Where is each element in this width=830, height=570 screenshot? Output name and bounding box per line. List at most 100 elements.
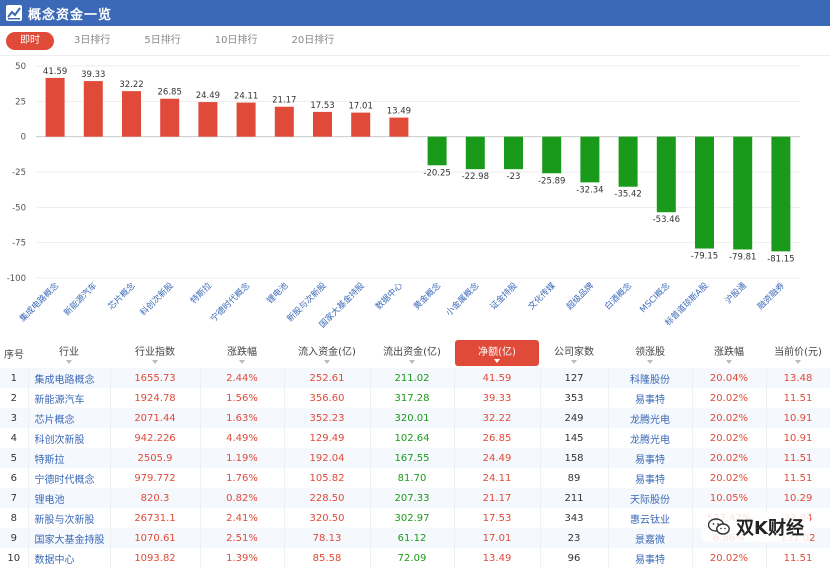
col-outflow[interactable]: 流出资金(亿) xyxy=(370,338,454,368)
y-tick-label: 0 xyxy=(21,133,26,143)
tab-5day[interactable]: 5日排行 xyxy=(144,34,181,46)
tab-20day[interactable]: 20日排行 xyxy=(291,34,335,46)
row-company-count: 211 xyxy=(540,488,609,508)
bar xyxy=(313,111,332,137)
row-index: 9 xyxy=(0,528,29,548)
row-company-count: 353 xyxy=(540,388,609,408)
row-index: 6 xyxy=(0,468,29,488)
bar xyxy=(427,136,447,166)
row-company-count: 158 xyxy=(540,448,609,468)
x-tick-label: 黄金概念 xyxy=(411,280,443,312)
sort-arrow-icon xyxy=(494,359,500,363)
sort-arrow-icon xyxy=(239,359,245,364)
col-price[interactable]: 当前价(元) xyxy=(766,338,830,368)
row-leader-change: 20.04% xyxy=(692,368,767,388)
table-row[interactable]: 5 特斯拉 2505.9 1.19% 192.04 167.55 24.49 158 易事特 20… xyxy=(0,448,830,468)
row-net: 17.53 xyxy=(454,508,541,528)
row-leader[interactable]: 易事特 xyxy=(608,388,693,408)
row-leader-change: 10.05% xyxy=(692,488,767,508)
col-net[interactable]: 净额(亿) xyxy=(454,338,540,368)
data-label: 17.01 xyxy=(349,102,373,112)
table-row[interactable]: 3 芯片概念 2071.44 1.63% 352.23 320.01 32.22 249 龙腾光… xyxy=(0,408,830,428)
table-row[interactable]: 1 集成电路概念 1655.73 2.44% 252.61 211.02 41.59 127 科… xyxy=(0,368,830,388)
col-industry[interactable]: 行业 xyxy=(28,338,110,368)
table-header: 序号 行业 行业指数 涨跌幅 流入资金(亿) 流出资金(亿) 净额(亿) 公司家… xyxy=(0,338,830,368)
row-inflow: 356.60 xyxy=(284,388,371,408)
x-tick-label: 集成电路概念 xyxy=(17,280,61,324)
row-leader-change: 20.02% xyxy=(692,408,767,428)
row-index-value: 26731.1 xyxy=(110,508,201,528)
row-leader[interactable]: 龙腾光电 xyxy=(608,408,693,428)
row-index-value: 1924.78 xyxy=(110,388,201,408)
row-price: 11.51 xyxy=(766,448,830,468)
row-industry[interactable]: 锂电池 xyxy=(28,488,111,508)
row-industry[interactable]: 集成电路概念 xyxy=(28,368,111,388)
x-tick-label: 证金持股 xyxy=(488,280,520,312)
row-industry[interactable]: 新股与次新股 xyxy=(28,508,111,528)
row-index-value: 1070.61 xyxy=(110,528,201,548)
row-outflow: 81.70 xyxy=(370,468,455,488)
row-leader[interactable]: 惠云钛业 xyxy=(608,508,693,528)
row-leader[interactable]: 天际股份 xyxy=(608,488,693,508)
row-net: 24.11 xyxy=(454,468,541,488)
bar xyxy=(465,136,485,170)
row-leader[interactable]: 易事特 xyxy=(608,448,693,468)
row-industry[interactable]: 数据中心 xyxy=(28,548,111,568)
row-industry[interactable]: 国家大基金持股 xyxy=(28,528,111,548)
row-industry[interactable]: 科创次新股 xyxy=(28,428,111,448)
table-row[interactable]: 7 锂电池 820.3 0.82% 228.50 207.33 21.17 211 天际股份 10… xyxy=(0,488,830,508)
row-inflow: 228.50 xyxy=(284,488,371,508)
row-price: 13.48 xyxy=(766,368,830,388)
row-price: 11.51 xyxy=(766,468,830,488)
wechat-icon xyxy=(708,518,730,535)
row-industry[interactable]: 新能源汽车 xyxy=(28,388,111,408)
row-leader[interactable]: 科隆股份 xyxy=(608,368,693,388)
row-change: 0.82% xyxy=(200,488,285,508)
col-company-count[interactable]: 公司家数 xyxy=(540,338,608,368)
row-industry[interactable]: 宁德时代概念 xyxy=(28,468,111,488)
tab-3day[interactable]: 3日排行 xyxy=(74,34,111,46)
row-leader[interactable]: 龙腾光电 xyxy=(608,428,693,448)
table-row[interactable]: 4 科创次新股 942.226 4.49% 129.49 102.64 26.85 145 龙腾… xyxy=(0,428,830,448)
tab-realtime[interactable]: 即时 xyxy=(6,31,54,50)
data-label: 26.85 xyxy=(158,88,182,98)
tab-10day[interactable]: 10日排行 xyxy=(214,34,258,46)
row-leader-change: 20.02% xyxy=(692,428,767,448)
row-price: 11.51 xyxy=(766,388,830,408)
data-label: -79.15 xyxy=(691,252,718,262)
row-inflow: 85.58 xyxy=(284,548,371,568)
sort-arrow-icon xyxy=(152,359,158,364)
col-leader-change[interactable]: 涨跌幅 xyxy=(692,338,766,368)
bar xyxy=(542,136,562,174)
row-change: 2.51% xyxy=(200,528,285,548)
row-industry[interactable]: 芯片概念 xyxy=(28,408,111,428)
watermark: 双K财经 xyxy=(702,512,810,542)
table-row[interactable]: 10 数据中心 1093.82 1.39% 85.58 72.09 13.49 96 易事特 20… xyxy=(0,548,830,568)
row-leader[interactable]: 景嘉微 xyxy=(608,528,693,548)
row-index: 4 xyxy=(0,428,29,448)
table-row[interactable]: 2 新能源汽车 1924.78 1.56% 356.60 317.28 39.33 353 易事… xyxy=(0,388,830,408)
row-leader[interactable]: 易事特 xyxy=(608,468,693,488)
bar xyxy=(618,136,638,187)
table-row[interactable]: 6 宁德时代概念 979.772 1.76% 105.82 81.70 24.11 89 易事特… xyxy=(0,468,830,488)
row-net: 39.33 xyxy=(454,388,541,408)
col-inflow[interactable]: 流入资金(亿) xyxy=(284,338,370,368)
row-leader[interactable]: 易事特 xyxy=(608,548,693,568)
row-inflow: 252.61 xyxy=(284,368,371,388)
col-leader[interactable]: 领涨股 xyxy=(608,338,692,368)
row-index: 10 xyxy=(0,548,29,568)
row-net: 32.22 xyxy=(454,408,541,428)
row-net: 17.01 xyxy=(454,528,541,548)
row-inflow: 78.13 xyxy=(284,528,371,548)
row-index-value: 979.772 xyxy=(110,468,201,488)
period-tabs: 即时 3日排行 5日排行 10日排行 20日排行 xyxy=(0,26,830,56)
row-index-value: 2505.9 xyxy=(110,448,201,468)
col-index[interactable]: 序号 xyxy=(0,338,28,368)
y-tick-label: -50 xyxy=(12,203,26,213)
row-industry[interactable]: 特斯拉 xyxy=(28,448,111,468)
col-change[interactable]: 涨跌幅 xyxy=(200,338,284,368)
row-outflow: 102.64 xyxy=(370,428,455,448)
row-price: 11.51 xyxy=(766,548,830,568)
col-index-value[interactable]: 行业指数 xyxy=(110,338,200,368)
row-outflow: 207.33 xyxy=(370,488,455,508)
